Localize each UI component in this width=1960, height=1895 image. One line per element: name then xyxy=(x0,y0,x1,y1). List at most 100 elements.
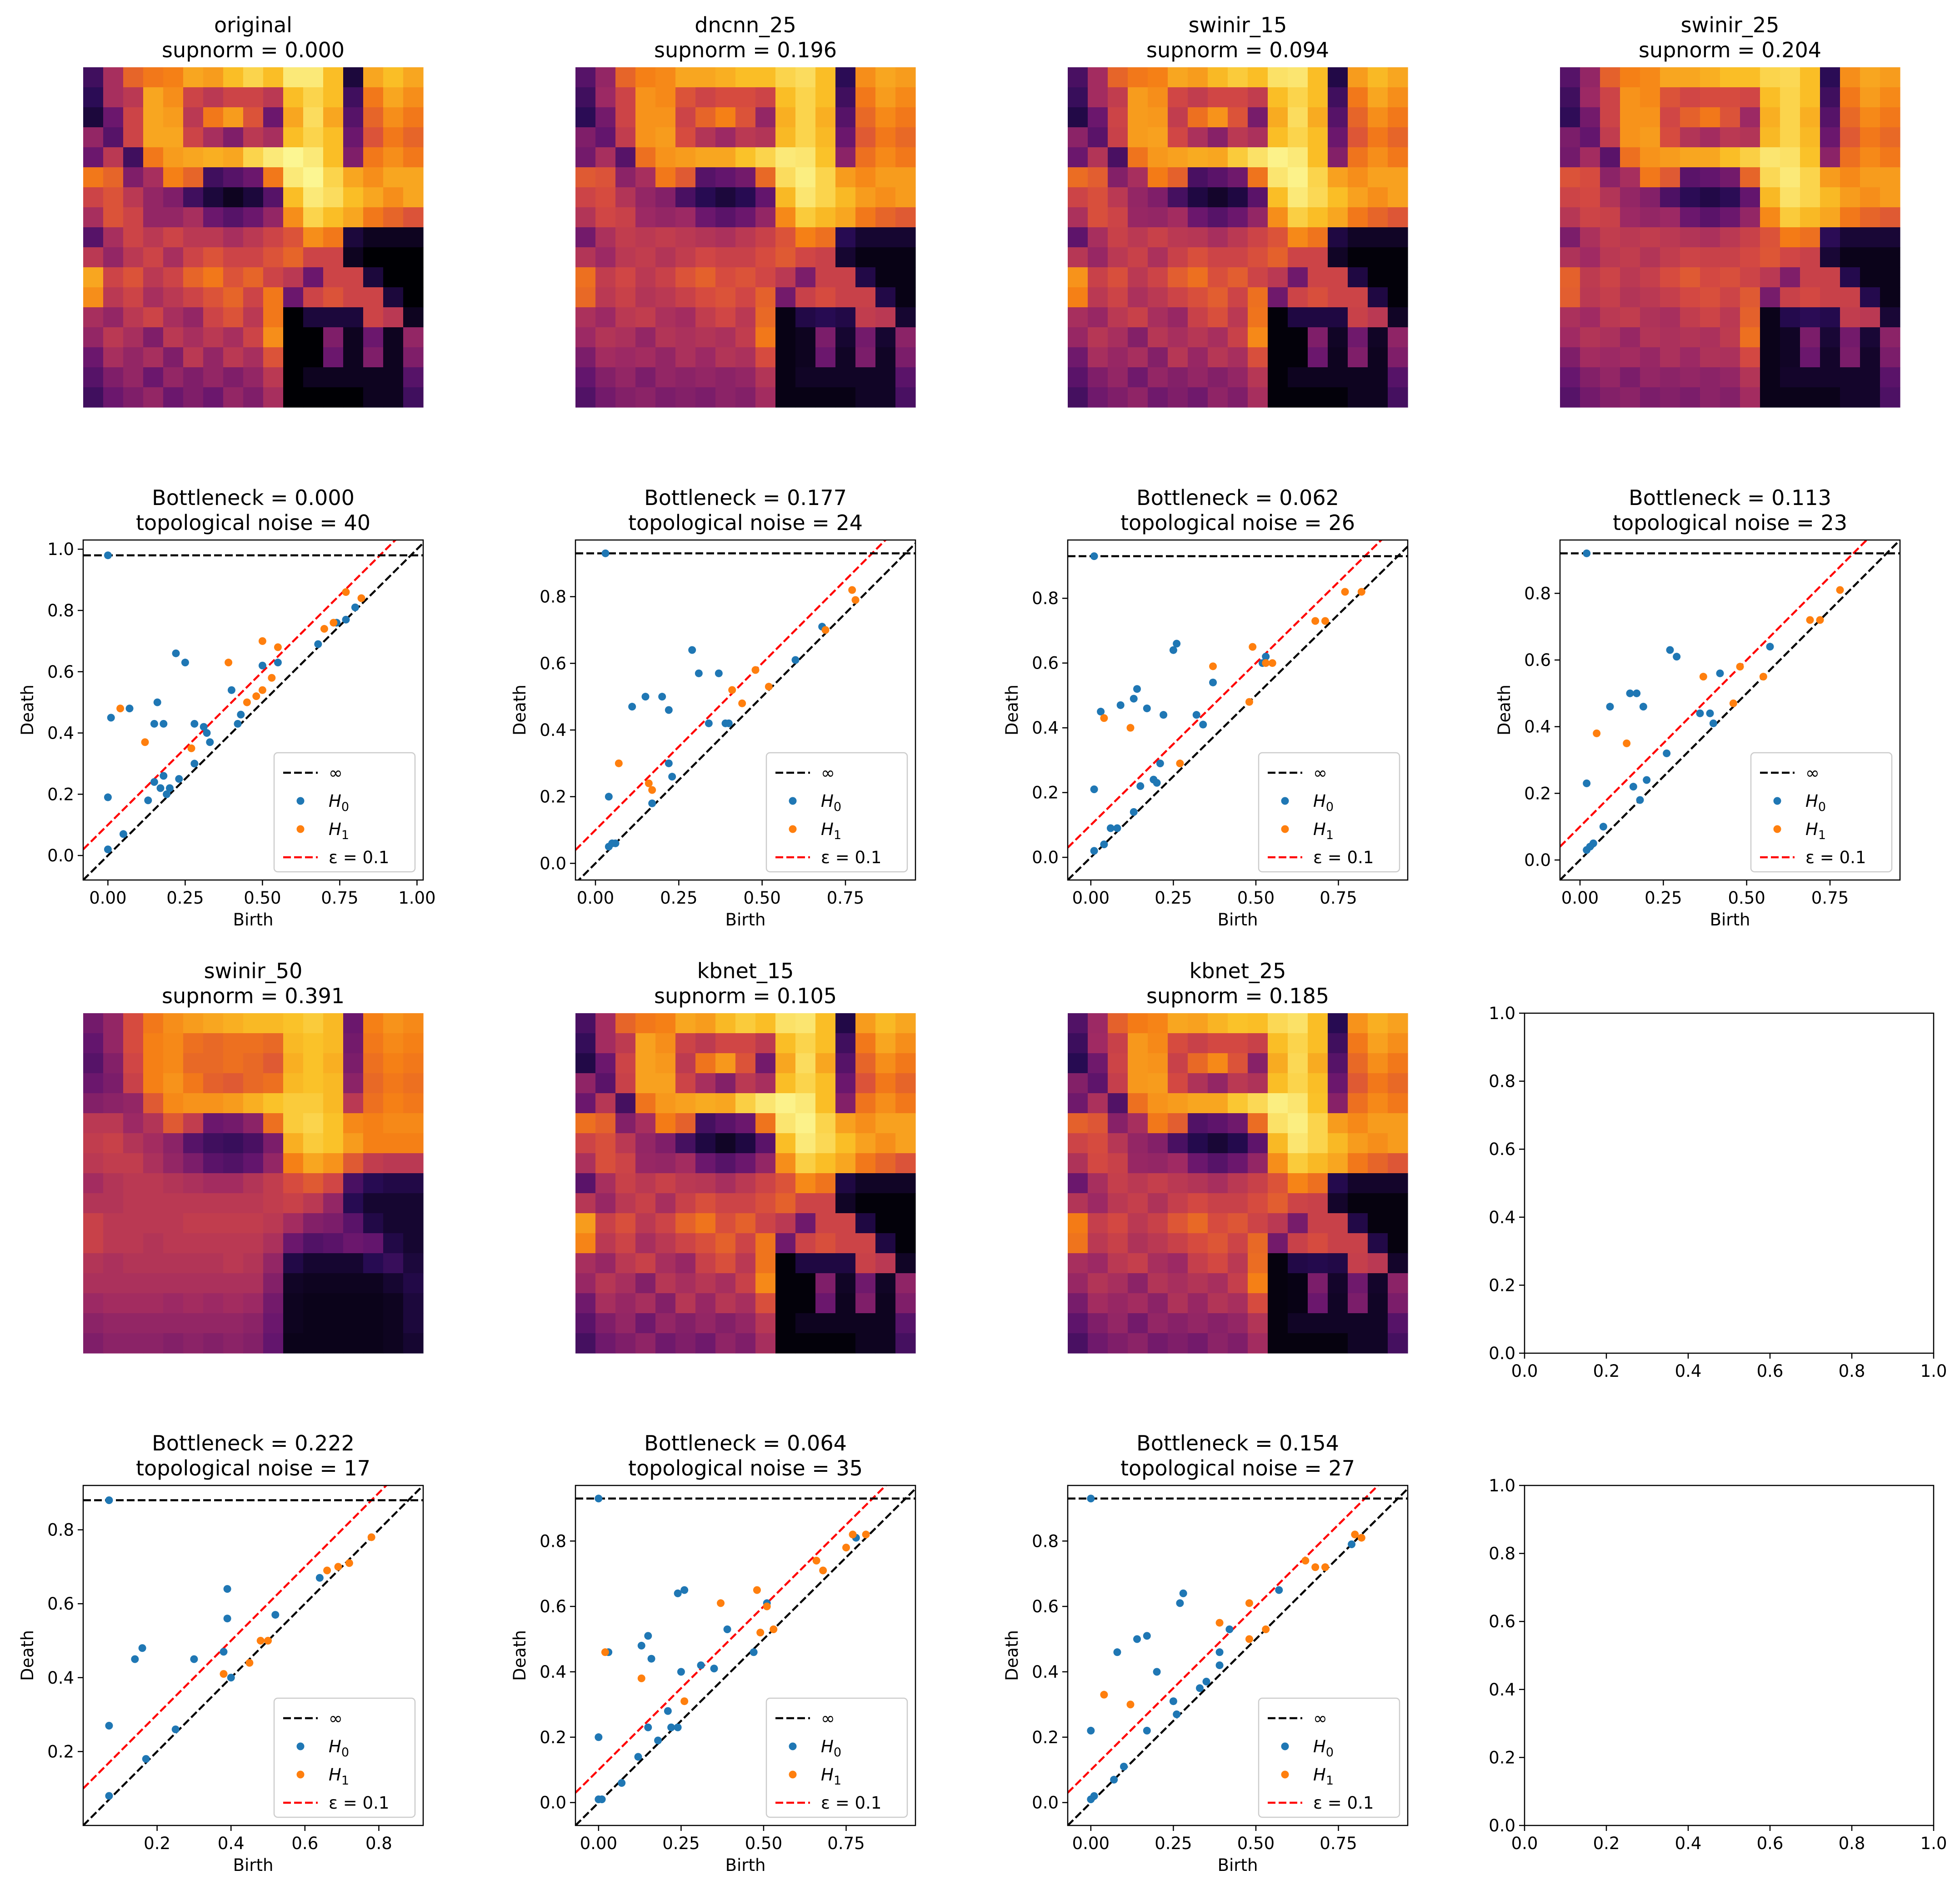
heatmap-cell xyxy=(1740,127,1760,148)
heatmap-cell xyxy=(1228,1073,1248,1094)
heatmap-cell xyxy=(575,1193,596,1214)
heatmap-cell xyxy=(1388,1133,1408,1154)
heatmap-cell xyxy=(1308,1213,1328,1234)
heatmap-cell xyxy=(755,1153,776,1174)
heatmap-cell xyxy=(1248,1173,1268,1194)
heatmap-cell xyxy=(1388,1253,1408,1274)
heatmap-cell xyxy=(123,247,144,268)
heatmap-cell xyxy=(835,1333,856,1354)
heatmap-cell xyxy=(1188,1013,1208,1034)
heatmap-cell xyxy=(1088,187,1108,208)
heatmap-cell xyxy=(363,87,384,108)
h0-point xyxy=(1176,1599,1184,1607)
heatmap-cell xyxy=(1248,267,1268,288)
heatmap-cell xyxy=(1780,307,1800,328)
heatmap-cell xyxy=(855,267,876,288)
heatmap-cell xyxy=(1128,1013,1148,1034)
heatmap-cell xyxy=(163,1013,184,1034)
epsilon-line xyxy=(1068,540,1383,849)
heatmap-cell xyxy=(1560,167,1580,188)
heatmap-cell xyxy=(735,247,756,268)
heatmap-cell xyxy=(103,287,124,308)
heatmap-cell xyxy=(323,227,344,248)
heatmap-cell xyxy=(1700,187,1720,208)
heatmap-cell xyxy=(163,387,184,408)
heatmap-cell xyxy=(1248,1213,1268,1234)
heatmap-cell xyxy=(1108,167,1128,188)
heatmap-cell xyxy=(1720,307,1740,328)
heatmap-cell xyxy=(1348,1173,1368,1194)
heatmap-cell xyxy=(1860,67,1880,88)
h0-point xyxy=(618,1779,626,1787)
heatmap-cell xyxy=(323,1233,344,1254)
heatmap-cell xyxy=(1248,1193,1268,1214)
heatmap-cell xyxy=(1760,227,1780,248)
heatmap-cell xyxy=(575,327,596,348)
heatmap-cell xyxy=(1288,127,1308,148)
axes-frame xyxy=(1524,1012,1935,1354)
heatmap-cell xyxy=(895,1193,916,1214)
heatmap-cell xyxy=(1128,127,1148,148)
heatmap-cell xyxy=(1348,107,1368,128)
heatmap-cell xyxy=(675,187,696,208)
heatmap-cell xyxy=(1128,267,1148,288)
heatmap-cell xyxy=(1680,67,1700,88)
heatmap-cell xyxy=(1580,267,1600,288)
heatmap-cell xyxy=(1168,387,1188,408)
heatmap-cell xyxy=(1288,1033,1308,1054)
heatmap-cell xyxy=(183,307,204,328)
heatmap-cell xyxy=(575,1133,596,1154)
legend-box xyxy=(273,752,416,873)
heatmap-cell xyxy=(755,187,776,208)
heatmap-cell xyxy=(1268,1213,1288,1234)
heatmap-cell xyxy=(1328,247,1348,268)
heatmap-cell xyxy=(243,127,264,148)
heatmap-cell xyxy=(795,267,816,288)
h0-point xyxy=(598,1795,606,1803)
heatmap-cell xyxy=(103,1213,124,1234)
heatmap-cell xyxy=(1188,1153,1208,1174)
h1-point xyxy=(821,626,830,634)
heatmap-cell xyxy=(1560,247,1580,268)
h0-point xyxy=(680,1586,689,1594)
heatmap-cell xyxy=(1388,1013,1408,1034)
heatmap-cell xyxy=(835,1173,856,1194)
heatmap-cell xyxy=(1308,1153,1328,1174)
epsilon-line xyxy=(575,1485,887,1794)
heatmap-cell xyxy=(895,187,916,208)
h1-point xyxy=(1321,617,1329,625)
h1-point xyxy=(770,1625,778,1633)
heatmap-cell xyxy=(1168,1113,1188,1134)
legend-h1-marker xyxy=(296,825,305,833)
heatmap-cell xyxy=(1860,167,1880,188)
heatmap-cell xyxy=(1148,1153,1168,1174)
h1-point xyxy=(1699,673,1707,681)
heatmap-cell xyxy=(1288,1113,1308,1134)
heatmap-cell xyxy=(1068,327,1088,348)
heatmap-cell xyxy=(635,1293,656,1314)
heatmap-cell xyxy=(163,227,184,248)
heatmap-cell xyxy=(1068,1193,1088,1214)
heatmap-cell xyxy=(1840,287,1860,308)
heatmap-cell xyxy=(243,1253,264,1274)
heatmap-cell xyxy=(183,1313,204,1334)
heatmap-cell xyxy=(695,227,716,248)
heatmap-cell xyxy=(655,1213,676,1234)
heatmap-cell xyxy=(243,107,264,128)
heatmap-cell xyxy=(875,1073,896,1094)
heatmap-cell xyxy=(1560,367,1580,388)
heatmap-cell xyxy=(83,167,104,188)
heatmap-cell xyxy=(815,227,836,248)
heatmap-cell xyxy=(595,1073,616,1094)
heatmap-cell xyxy=(1740,347,1760,368)
heatmap-cell xyxy=(1760,67,1780,88)
heatmap-cell xyxy=(303,1113,324,1134)
heatmap-cell xyxy=(323,1133,344,1154)
heatmap-cell xyxy=(695,247,716,268)
heatmap-cell xyxy=(243,1313,264,1334)
y-tick-label: 0.6 xyxy=(1032,1597,1059,1616)
heatmap-cell xyxy=(1208,347,1228,368)
heatmap-cell xyxy=(1368,267,1388,288)
heatmap-cell xyxy=(775,1013,796,1034)
img-swinir_25-title-line: swinir_25 xyxy=(1681,13,1780,37)
